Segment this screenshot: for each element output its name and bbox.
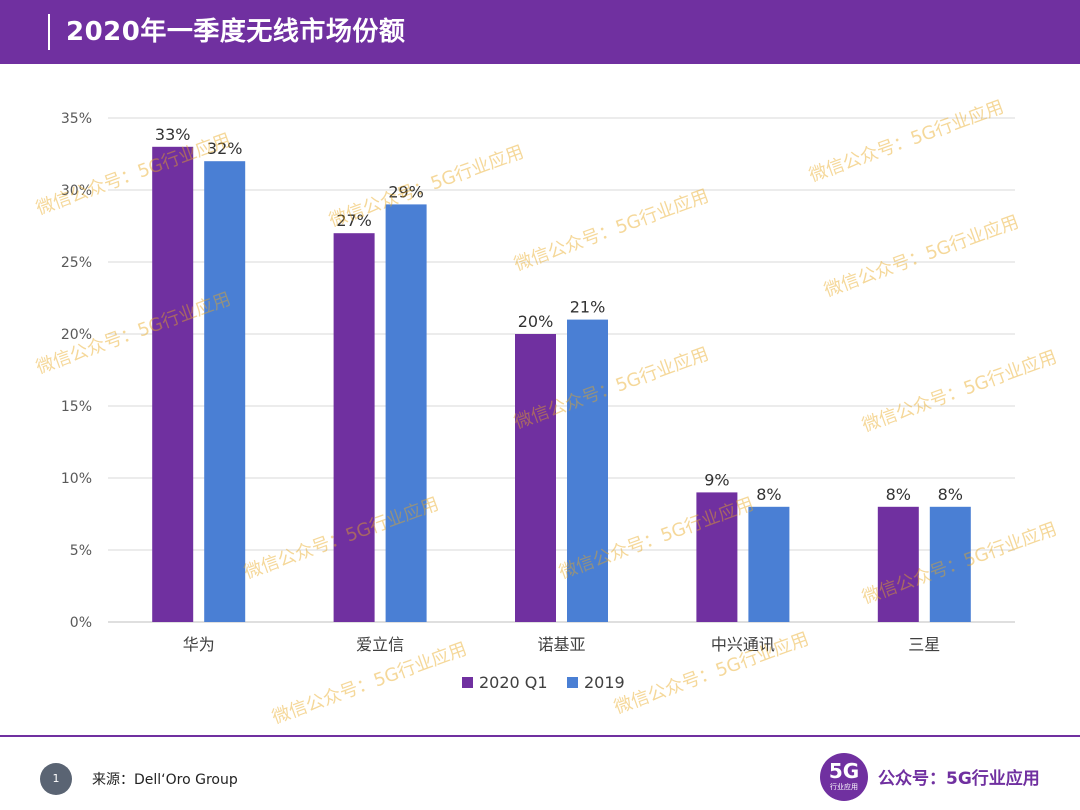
- bar: [748, 506, 790, 622]
- x-tick-label: 爱立信: [356, 635, 404, 654]
- bar: [385, 204, 427, 622]
- legend-swatch: [567, 677, 578, 688]
- logo-5g-text: 5G: [828, 759, 860, 783]
- y-axis: 0% 5% 10% 15% 20% 25% 30% 35%: [61, 111, 92, 631]
- logo-subtitle: 行业应用: [830, 783, 858, 791]
- y-tick-label: 15%: [61, 399, 92, 415]
- account-name: 公众号：5G行业应用: [878, 769, 1040, 789]
- y-tick-label: 0%: [70, 615, 92, 631]
- bar-chart: 0% 5% 10% 15% 20% 25% 30% 35% 33% 32% 27% 29% 20% 21…: [61, 111, 1015, 692]
- bars: [152, 146, 971, 623]
- data-label: 8%: [756, 485, 781, 504]
- 5g-logo: 5G 行业应用: [820, 753, 868, 801]
- data-label: 29%: [388, 182, 424, 201]
- bar: [152, 146, 194, 623]
- data-label: 21%: [570, 298, 606, 317]
- y-tick-label: 30%: [61, 183, 92, 199]
- y-tick-label: 20%: [61, 327, 92, 343]
- chart-grid: [108, 117, 1015, 623]
- bar: [204, 161, 246, 622]
- data-label: 8%: [938, 485, 963, 504]
- data-label: 33%: [155, 125, 191, 144]
- footer-divider: [0, 735, 1080, 737]
- x-tick-label: 三星: [908, 635, 940, 654]
- data-label: 9%: [704, 470, 729, 489]
- bar: [515, 334, 556, 622]
- x-tick-label: 诺基亚: [537, 635, 585, 654]
- data-labels: 33% 32% 27% 29% 20% 21% 9% 8% 8% 8%: [155, 125, 963, 504]
- page-number: 1: [40, 763, 72, 795]
- y-tick-label: 10%: [61, 471, 92, 487]
- header-bar: 2020年一季度无线市场份额: [0, 0, 1080, 64]
- bar: [333, 233, 375, 622]
- header-divider: [48, 14, 50, 50]
- data-label: 20%: [518, 312, 554, 331]
- x-tick-label: 中兴通讯: [711, 635, 775, 654]
- bar: [877, 506, 919, 622]
- bar: [567, 319, 608, 622]
- data-label: 32%: [207, 139, 243, 158]
- legend: 2020 Q1 2019: [462, 673, 625, 692]
- bar: [696, 492, 738, 622]
- source-note: 来源：Dell‘Oro Group: [92, 772, 238, 788]
- bar: [929, 506, 971, 622]
- data-label: 8%: [886, 485, 911, 504]
- y-tick-label: 25%: [61, 255, 92, 271]
- legend-label: 2019: [584, 673, 625, 692]
- x-tick-label: 华为: [183, 635, 215, 654]
- y-tick-label: 5%: [70, 543, 92, 559]
- data-label: 27%: [336, 211, 372, 230]
- y-tick-label: 35%: [61, 111, 92, 127]
- x-axis: 华为 爱立信 诺基亚 中兴通讯 三星: [183, 635, 941, 654]
- page-title: 2020年一季度无线市场份额: [66, 17, 406, 47]
- legend-swatch: [462, 677, 473, 688]
- legend-label: 2020 Q1: [479, 673, 548, 692]
